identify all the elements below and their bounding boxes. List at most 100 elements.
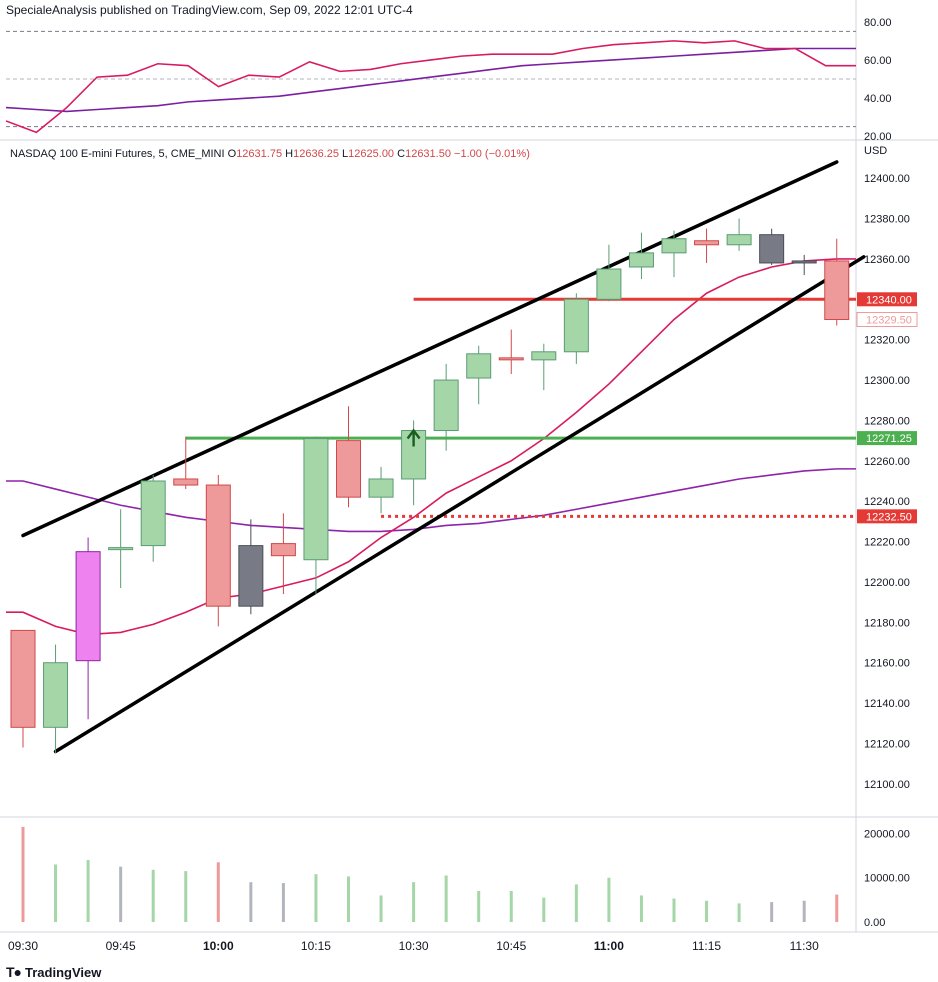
open-value: 12631.75 [236,148,283,160]
volume-bar-10:40 [477,891,481,922]
time-tick-label: 11:00 [594,939,624,953]
rsi-line [5,40,856,134]
price-tick-label: 12140.00 [864,698,910,710]
price-tick-label: 12300.00 [864,375,910,387]
candle-body-10:15[interactable] [303,438,329,561]
price-tick-label: 12100.00 [864,779,910,791]
volume-bar-10:05 [249,882,253,922]
volume-tick-label: 10000.00 [864,873,910,885]
price-tick-label: 12200.00 [864,577,910,589]
candle-body-09:40[interactable] [75,551,101,662]
volume-bar-11:00 [607,877,611,922]
candle-body-11:30[interactable] [791,260,817,264]
last-price-tag [856,311,918,327]
candle-body-09:50[interactable] [140,480,166,547]
volume-bar-11:15 [705,900,709,922]
candle-body-11:20[interactable] [726,234,752,246]
volume-bar-09:30 [21,826,25,922]
open-label: O [227,148,237,160]
change-value: −1.00 (−0.01%) [454,148,530,160]
candle-body-10:20[interactable] [336,440,361,498]
price-pane [6,160,866,754]
candle-body-09:35[interactable] [43,662,69,728]
volume-bar-11:30 [802,900,806,922]
rsi-tick-label: 40.00 [864,93,892,105]
candle-body-11:00[interactable] [596,268,622,300]
volume-tick-label: 0.00 [864,917,885,929]
rsi-tick-label: 60.00 [864,55,892,67]
volume-bar-11:25 [770,902,774,922]
price-tick-label: 12320.00 [864,335,910,347]
level-price-label: 12271.25 [866,433,912,445]
low-value: 12625.00 [348,148,395,160]
symbol-legend: NASDAQ 100 E-mini Futures, 5, CME_MINI O… [10,148,530,160]
volume-bar-10:30 [412,882,416,922]
low-label: L [342,148,349,160]
symbol-name: NASDAQ 100 E-mini Futures, 5, CME_MINI [10,148,225,160]
price-tick-label: 12240.00 [864,496,910,508]
rsi-pane [5,30,856,134]
volume-bar-11:35 [835,894,839,922]
candle-body-09:55[interactable] [173,478,199,486]
candle-body-10:40[interactable] [466,353,492,379]
volume-bar-09:40 [86,860,90,922]
candle-body-10:10[interactable] [270,543,296,557]
rsi-tick-label: 20.00 [864,131,892,143]
volume-bar-10:35 [444,875,448,922]
price-tick-label: 12360.00 [864,254,910,266]
volume-bar-09:50 [151,869,155,922]
close-label: C [397,148,406,160]
level-price-label: 12340.00 [866,294,912,306]
volume-bar-10:20 [347,876,350,922]
time-tick-label: 10:30 [399,939,429,953]
candle-body-09:30[interactable] [10,629,36,728]
level-price-tag [857,509,917,524]
price-tick-label: 12180.00 [864,617,910,629]
channel-line-lower [53,255,866,754]
candle-body-10:50[interactable] [531,351,557,361]
candle-body-11:15[interactable] [694,240,720,246]
volume-bar-10:25 [379,895,383,922]
candle-body-10:45[interactable] [498,357,524,361]
price-tick-label: 12400.00 [864,173,910,185]
volume-bar-10:45 [509,891,513,922]
price-tick-label: 12220.00 [864,537,910,549]
candle-body-11:25[interactable] [759,234,785,264]
grid-lines [0,0,938,933]
candle-body-10:00[interactable] [205,484,231,607]
time-tick-label: 09:30 [8,939,38,953]
candle-body-09:45[interactable] [108,547,134,551]
volume-tick-label: 20000.00 [864,828,910,840]
brand-label: TradingView [25,964,102,980]
high-label: H [285,148,294,160]
price-tick-label: 12260.00 [864,456,910,468]
candle-body-10:55[interactable] [563,298,589,353]
up-arrow-icon [406,428,421,447]
time-tick-label: 10:45 [496,939,526,953]
rsi-ma-line [5,47,856,113]
candle-body-10:35[interactable] [433,379,459,432]
candle-body-11:05[interactable] [628,252,654,268]
candle-body-10:25[interactable] [368,478,394,498]
high-value: 12636.25 [293,148,339,160]
volume-bar-10:15 [314,874,318,922]
time-tick-label: 11:30 [790,939,819,953]
level-price-tag [857,292,917,307]
tradingview-brand[interactable]: T● TradingView [6,964,101,980]
candle-body-11:10[interactable] [661,238,687,254]
channel-line-upper [21,160,839,538]
level-price-tag [857,431,917,446]
price-tick-label: 12380.00 [864,214,910,226]
ema-slow-line [6,468,856,533]
price-tick-label: 12160.00 [864,658,910,670]
candle-body-11:35[interactable] [824,260,850,320]
volume-bar-10:10 [281,883,285,922]
publisher-line: SpecialeAnalysis published on TradingVie… [6,3,413,17]
price-axis-unit: USD [864,145,888,157]
volume-bar-11:10 [672,898,676,922]
axes: 20.00 40.00 60.00 80.00 12100.00 12120.00 1214… [8,17,918,953]
last-price-label: 12329.50 [866,314,912,326]
candle-body-10:05[interactable] [238,545,264,607]
volume-bar-11:20 [737,903,741,922]
